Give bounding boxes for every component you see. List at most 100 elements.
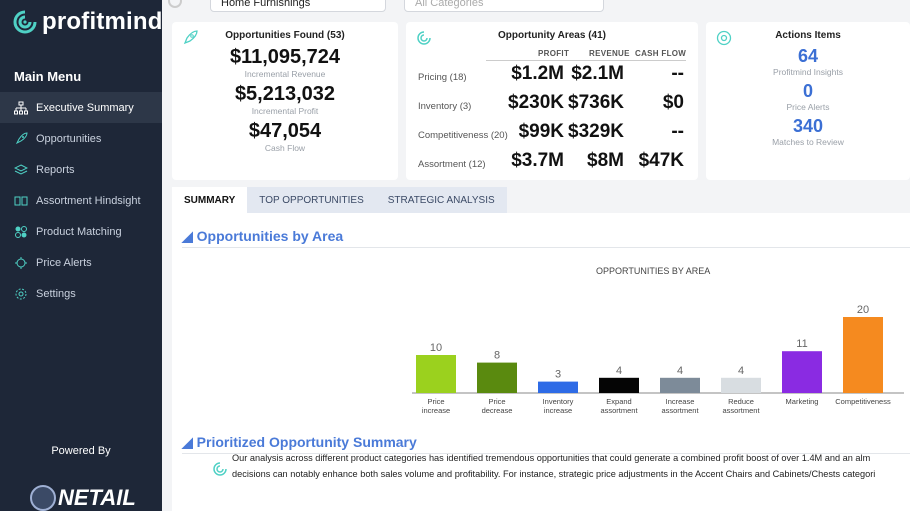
- category-select[interactable]: Home Furnishings: [210, 0, 386, 12]
- chart-bar[interactable]: [599, 377, 639, 393]
- netail-logo-icon: [30, 485, 56, 511]
- subcategory-select[interactable]: All Categories: [404, 0, 604, 12]
- sidebar-item-label: Settings: [36, 287, 76, 300]
- sidebar-item-reports[interactable]: Reports: [0, 154, 162, 185]
- chart-bar[interactable]: [660, 377, 700, 393]
- match-icon: [15, 225, 27, 238]
- tick-label: assortment: [661, 406, 699, 415]
- area-profit: $99K: [518, 121, 564, 142]
- filter-icon[interactable]: [168, 0, 182, 8]
- summary-panel: ◢ Opportunities by Area OPPORTUNITIES BY…: [172, 213, 910, 511]
- price-alerts-label: Price Alerts: [786, 102, 830, 112]
- incremental-profit-label: Incremental Profit: [251, 106, 319, 116]
- sidebar-item-price-alerts[interactable]: Price Alerts: [0, 247, 162, 278]
- data-label: 11: [796, 338, 807, 350]
- menu-title: Main Menu: [14, 69, 82, 84]
- data-label: 8: [494, 350, 500, 362]
- sidebar-item-executive-summary[interactable]: Executive Summary: [0, 92, 162, 123]
- sidebar-item-label: Reports: [36, 163, 75, 176]
- matches-count[interactable]: 340: [792, 116, 824, 136]
- sidebar-item-label: Product Matching: [36, 225, 122, 238]
- data-label: 4: [677, 365, 683, 377]
- tick-label: decrease: [482, 406, 513, 415]
- brand-logo[interactable]: profitmind: [12, 8, 163, 36]
- data-label: 4: [616, 365, 622, 377]
- tab-strategic-analysis[interactable]: STRATEGIC ANALYSIS: [375, 187, 507, 213]
- opportunity-areas-card: Opportunity Areas (41) PROFIT REVENUE CA…: [406, 22, 698, 180]
- data-label: 4: [738, 365, 744, 377]
- alert-icon: [15, 256, 27, 269]
- insights-label: Profitmind Insights: [773, 67, 843, 77]
- data-label: 3: [555, 369, 561, 381]
- cash-flow-label: Cash Flow: [264, 143, 306, 153]
- area-row-pricing[interactable]: Pricing (18) $1.2M $2.1M --: [406, 63, 698, 93]
- chart-title: OPPORTUNITIES BY AREA: [596, 266, 711, 276]
- tick-label: assortment: [722, 406, 760, 415]
- card-title: Opportunity Areas (41): [498, 30, 606, 41]
- chart-bar[interactable]: [538, 381, 578, 393]
- rocket-icon: [15, 131, 28, 144]
- area-row-competitiveness[interactable]: Competitiveness (20) $99K $329K --: [406, 121, 698, 151]
- chart-bar[interactable]: [843, 317, 883, 393]
- tick-label: increase: [422, 406, 450, 415]
- incremental-revenue-label: Incremental Revenue: [244, 69, 326, 79]
- tab-bar: SUMMARY TOP OPPORTUNITIES STRATEGIC ANAL…: [172, 187, 507, 213]
- gear-icon: [15, 288, 27, 299]
- card-title: Actions Items: [775, 30, 841, 41]
- tab-top-opportunities[interactable]: TOP OPPORTUNITIES: [247, 187, 376, 213]
- target-icon: [716, 30, 732, 46]
- area-label: Pricing (18): [418, 72, 467, 83]
- area-cashflow: --: [671, 63, 684, 84]
- area-cashflow: --: [671, 121, 684, 142]
- chart-bar[interactable]: [477, 362, 517, 393]
- section-divider: [182, 247, 910, 248]
- area-label: Assortment (12): [418, 159, 486, 170]
- tick-label: Increase: [666, 397, 695, 406]
- cash-flow-value: $47,054: [248, 120, 322, 142]
- tick-label: increase: [544, 406, 572, 415]
- filter-bar: Home Furnishings All Categories: [162, 0, 910, 16]
- area-revenue: $736K: [568, 92, 624, 113]
- opportunities-found-card: Opportunities Found (53) $11,095,724 Inc…: [172, 22, 398, 180]
- org-chart-icon: [14, 101, 28, 114]
- summary-paragraph: Our analysis across different product ca…: [232, 450, 910, 482]
- header-divider: [486, 60, 686, 61]
- sidebar-item-opportunities[interactable]: Opportunities: [0, 123, 162, 154]
- opportunities-bar-chart: 10Priceincrease8Pricedecrease3Inventoryi…: [412, 304, 904, 415]
- chart-bar[interactable]: [416, 355, 456, 393]
- area-cashflow: $47K: [638, 150, 684, 171]
- tick-label: Reduce: [728, 397, 754, 406]
- tab-summary[interactable]: SUMMARY: [172, 187, 248, 213]
- price-alerts-count[interactable]: 0: [802, 81, 813, 101]
- incremental-profit-value: $5,213,032: [234, 83, 336, 105]
- summary-line: Our analysis across different product ca…: [232, 453, 871, 463]
- layers-icon: [14, 163, 28, 175]
- area-profit: $230K: [508, 92, 564, 113]
- area-row-assortment[interactable]: Assortment (12) $3.7M $8M $47K: [406, 150, 698, 180]
- area-row-inventory[interactable]: Inventory (3) $230K $736K $0: [406, 92, 698, 122]
- sidebar-item-label: Opportunities: [36, 132, 102, 145]
- tick-label: Marketing: [786, 397, 819, 406]
- sidebar: profitmind Main Menu Executive Summary O…: [0, 0, 162, 511]
- incremental-revenue-value: $11,095,724: [229, 46, 341, 68]
- area-label: Inventory (3): [418, 101, 472, 112]
- rocket-icon: [183, 30, 198, 45]
- card-title: Opportunities Found (53): [225, 30, 345, 41]
- sidebar-item-assortment-hindsight[interactable]: Assortment Hindsight: [0, 185, 162, 216]
- chart-bar[interactable]: [782, 351, 822, 393]
- data-label: 20: [857, 304, 869, 316]
- area-revenue: $8M: [587, 150, 624, 171]
- tick-label: Expand: [606, 397, 631, 406]
- sidebar-item-product-matching[interactable]: Product Matching: [0, 216, 162, 247]
- section-title-opportunities-by-area[interactable]: ◢ Opportunities by Area: [182, 228, 344, 244]
- sidebar-item-settings[interactable]: Settings: [0, 278, 162, 309]
- insights-count[interactable]: 64: [797, 46, 819, 66]
- area-revenue: $329K: [568, 121, 624, 142]
- partner-name: NETAIL: [58, 485, 136, 510]
- tick-label: Inventory: [543, 397, 574, 406]
- section-title-prioritized-summary[interactable]: ◢ Prioritized Opportunity Summary: [182, 434, 417, 450]
- chart-bar[interactable]: [721, 377, 761, 393]
- section-divider: [182, 453, 910, 454]
- tick-label: Competitiveness: [835, 397, 891, 406]
- tick-label: assortment: [600, 406, 638, 415]
